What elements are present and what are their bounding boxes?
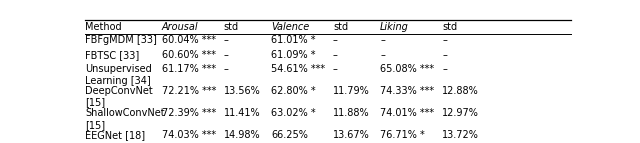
Text: FBFgMDM [33]: FBFgMDM [33] — [85, 35, 157, 45]
Text: 66.25%: 66.25% — [271, 130, 308, 140]
Text: 14.98%: 14.98% — [224, 130, 260, 140]
Text: 74.33% ***: 74.33% *** — [380, 86, 434, 96]
Text: Valence: Valence — [271, 22, 309, 32]
Text: 63.02% *: 63.02% * — [271, 108, 316, 118]
Text: std: std — [224, 22, 239, 32]
Text: 13.56%: 13.56% — [224, 86, 260, 96]
Text: Arousal: Arousal — [162, 22, 198, 32]
Text: 61.09% *: 61.09% * — [271, 50, 316, 60]
Text: –: – — [333, 35, 338, 45]
Text: 11.88%: 11.88% — [333, 108, 369, 118]
Text: 13.67%: 13.67% — [333, 130, 370, 140]
Text: –: – — [333, 50, 338, 60]
Text: 11.41%: 11.41% — [224, 108, 260, 118]
Text: EEGNet [18]: EEGNet [18] — [85, 130, 145, 140]
Text: 72.21% ***: 72.21% *** — [162, 86, 216, 96]
Text: 65.08% ***: 65.08% *** — [380, 64, 434, 74]
Text: –: – — [224, 64, 228, 74]
Text: DeepConvNet
[15]: DeepConvNet [15] — [85, 86, 153, 108]
Text: –: – — [442, 50, 447, 60]
Text: 72.39% ***: 72.39% *** — [162, 108, 216, 118]
Text: –: – — [333, 64, 338, 74]
Text: 61.17% ***: 61.17% *** — [162, 64, 216, 74]
Text: –: – — [442, 35, 447, 45]
Text: 61.01% *: 61.01% * — [271, 35, 316, 45]
Text: Method: Method — [85, 22, 122, 32]
Text: 74.03% ***: 74.03% *** — [162, 130, 216, 140]
Text: 60.04% ***: 60.04% *** — [162, 35, 216, 45]
Text: 76.71% *: 76.71% * — [380, 130, 425, 140]
Text: std: std — [333, 22, 348, 32]
Text: 13.72%: 13.72% — [442, 130, 479, 140]
Text: 12.88%: 12.88% — [442, 86, 479, 96]
Text: Unsupervised
Learning [34]: Unsupervised Learning [34] — [85, 64, 152, 86]
Text: 12.97%: 12.97% — [442, 108, 479, 118]
Text: 54.61% ***: 54.61% *** — [271, 64, 325, 74]
Text: –: – — [224, 50, 228, 60]
Text: –: – — [224, 35, 228, 45]
Text: Liking: Liking — [380, 22, 409, 32]
Text: 62.80% *: 62.80% * — [271, 86, 316, 96]
Text: –: – — [380, 35, 385, 45]
Text: 11.79%: 11.79% — [333, 86, 370, 96]
Text: FBTSC [33]: FBTSC [33] — [85, 50, 140, 60]
Text: ShallowConvNet
[15]: ShallowConvNet [15] — [85, 108, 164, 130]
Text: 74.01% ***: 74.01% *** — [380, 108, 434, 118]
Text: –: – — [380, 50, 385, 60]
Text: 60.60% ***: 60.60% *** — [162, 50, 216, 60]
Text: –: – — [442, 64, 447, 74]
Text: std: std — [442, 22, 457, 32]
